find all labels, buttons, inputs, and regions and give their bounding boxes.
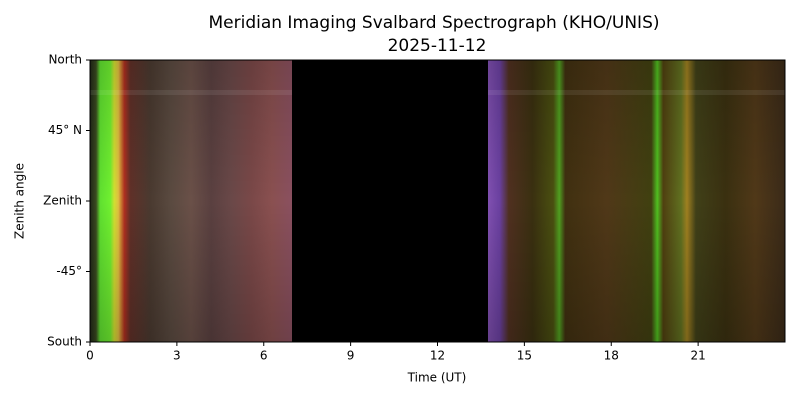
y-tick-label: 45° N bbox=[48, 123, 82, 137]
y-tick-label: South bbox=[47, 335, 82, 349]
keogram-image bbox=[90, 60, 785, 342]
x-tick-label: 15 bbox=[517, 349, 532, 363]
x-tick-label: 6 bbox=[260, 349, 268, 363]
x-tick-label: 21 bbox=[690, 349, 705, 363]
x-axis-label: Time (UT) bbox=[407, 371, 467, 385]
x-tick-label: 0 bbox=[86, 349, 94, 363]
x-tick-label: 3 bbox=[173, 349, 181, 363]
y-tick-label: Zenith bbox=[43, 194, 82, 208]
chart-subtitle: 2025-11-12 bbox=[388, 36, 487, 56]
chart-title: Meridian Imaging Svalbard Spectrograph (… bbox=[208, 13, 659, 33]
band bbox=[488, 90, 785, 95]
shading bbox=[488, 60, 785, 342]
shading bbox=[90, 60, 292, 342]
x-tick-label: 18 bbox=[604, 349, 619, 363]
x-tick-label: 9 bbox=[347, 349, 355, 363]
y-axis-label: Zenith angle bbox=[13, 163, 27, 239]
y-tick-label: -45° bbox=[56, 264, 82, 278]
x-tick-label: 12 bbox=[430, 349, 445, 363]
y-tick-label: North bbox=[48, 53, 82, 67]
band bbox=[90, 90, 292, 95]
